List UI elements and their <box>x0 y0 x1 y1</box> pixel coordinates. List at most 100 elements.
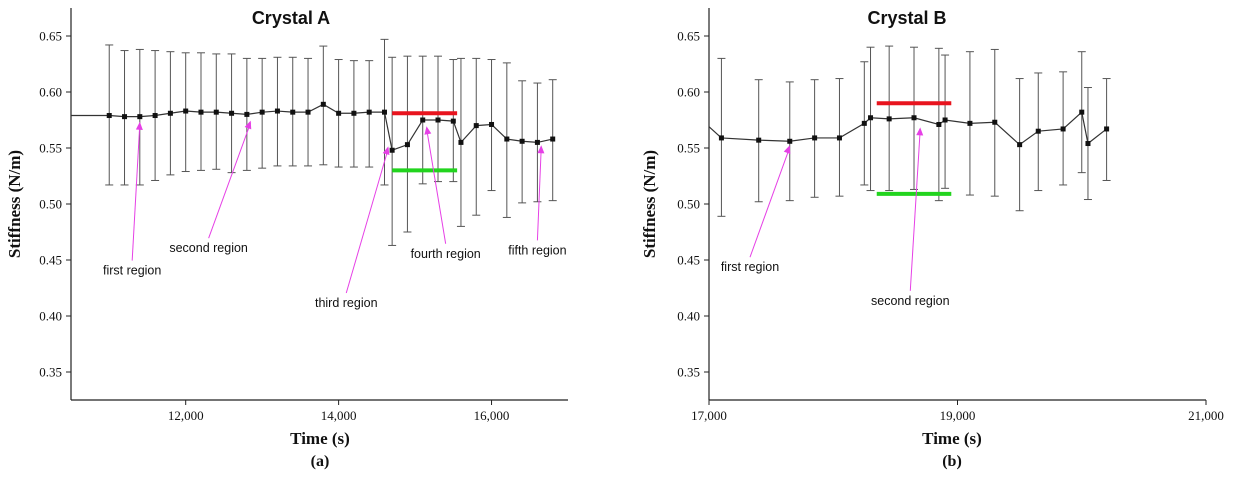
chart0-title: Crystal A <box>252 8 330 28</box>
chart1-point-17 <box>1085 141 1091 147</box>
chart1-annot-arrow-1 <box>909 129 921 291</box>
chart0-point-12 <box>290 109 296 115</box>
chart0-xtick-label-0: 12,000 <box>168 408 204 423</box>
chart0-point-26 <box>489 121 495 127</box>
chart0-point-8 <box>229 110 235 116</box>
chart1-point-11 <box>967 120 973 126</box>
chart1-series-line <box>708 111 1107 146</box>
chart1-point-1 <box>756 137 762 143</box>
chart1-point-15 <box>1060 126 1066 132</box>
chart1-ytick-label-1: 0.40 <box>677 309 700 324</box>
chart0-annot-arrow-1 <box>208 122 252 239</box>
chart1-point-12 <box>992 119 998 125</box>
chart1-ytick-label-5: 0.60 <box>677 85 700 100</box>
chart1-point-18 <box>1104 126 1110 132</box>
chart0-point-7 <box>213 109 219 115</box>
chart0-point-13 <box>305 109 311 115</box>
chart0-ytick-label-1: 0.40 <box>39 309 62 324</box>
chart1-xtick-label-1: 19,000 <box>940 408 976 423</box>
chart0-ylabel: Stiffness (N/m) <box>5 150 24 258</box>
chart0-point-6 <box>198 109 204 115</box>
chart1-title: Crystal B <box>867 8 946 28</box>
chart0-annot-label-1: second region <box>169 241 248 255</box>
chart0-point-15 <box>336 110 342 116</box>
chart0-ytick-label-3: 0.50 <box>39 197 62 212</box>
chart1-xtick-label-0: 17,000 <box>691 408 727 423</box>
chart1-xtick-label-2: 21,000 <box>1188 408 1224 423</box>
chart1-ylabel: Stiffness (N/m) <box>640 150 659 258</box>
chart0-point-10 <box>259 109 265 115</box>
chart0-annot-arrowhead-1 <box>244 120 252 130</box>
chart0-annot-arrowhead-2 <box>382 146 390 156</box>
chart1-point-14 <box>1035 128 1041 134</box>
chart0-point-18 <box>381 109 387 115</box>
chart1-point-8 <box>911 115 917 121</box>
chart1-point-0 <box>718 135 724 141</box>
chart0-ytick-label-4: 0.55 <box>39 141 62 156</box>
chart0-point-14 <box>320 101 326 107</box>
chart0-xlabel: Time (s) <box>290 429 350 448</box>
chart0-point-9 <box>244 111 250 117</box>
chart0-point-27 <box>504 136 510 142</box>
chart0-point-16 <box>351 110 357 116</box>
chart0-annot-arrow-3 <box>426 128 447 244</box>
chart1-point-3 <box>812 135 818 141</box>
chart1-point-7 <box>886 116 892 122</box>
chart1-ytick-label-3: 0.50 <box>677 197 700 212</box>
chart0-ytick-label-2: 0.45 <box>39 253 62 268</box>
chart1-point-4 <box>836 135 842 141</box>
chart0-xtick-label-1: 14,000 <box>321 408 357 423</box>
chart0-point-19 <box>389 147 395 153</box>
chart1-annot-arrowhead-1 <box>916 127 924 136</box>
chart0-annot-arrowhead-0 <box>135 121 143 130</box>
chart0-point-30 <box>550 136 556 142</box>
chart1-point-2 <box>787 138 793 144</box>
chart1-annot-arrowhead-0 <box>783 145 791 154</box>
chart0-point-17 <box>366 109 372 115</box>
chart1-annot-arrow-0 <box>749 147 791 258</box>
chart0-point-24 <box>458 139 464 145</box>
chart0-point-29 <box>534 139 540 145</box>
chart0-point-28 <box>519 138 525 144</box>
chart0-annot-arrow-4 <box>536 147 542 241</box>
chart0-annot-label-4: fifth region <box>508 243 566 257</box>
chart1-point-10 <box>942 117 948 123</box>
chart1-annot-label-0: first region <box>721 260 779 274</box>
chart1-ytick-label-6: 0.65 <box>677 29 700 44</box>
chart0-ytick-label-6: 0.65 <box>39 29 62 44</box>
chart0-point-25 <box>473 123 479 129</box>
chart1-point-9 <box>936 121 942 127</box>
chart1-point-5 <box>861 120 867 126</box>
chart0-annot-arrow-2 <box>345 148 389 294</box>
chart0-point-11 <box>274 108 280 114</box>
chart0-point-22 <box>435 117 441 123</box>
chart1-annot-label-1: second region <box>871 294 950 308</box>
chart0-annot-label-3: fourth region <box>411 247 481 261</box>
chart0-point-2 <box>137 114 143 120</box>
chart1-ytick-label-2: 0.45 <box>677 253 700 268</box>
chart0-annot-arrowhead-4 <box>537 145 545 154</box>
chart0-annot-arrow-0 <box>131 123 141 261</box>
chart1-ytick-label-0: 0.35 <box>677 365 700 380</box>
chart0-series-line <box>71 103 553 152</box>
chart0-annot-label-0: first region <box>103 264 161 278</box>
chart0-ytick-label-0: 0.35 <box>39 365 62 380</box>
chart0-panel-label: (a) <box>311 453 330 470</box>
chart0-point-21 <box>420 117 426 123</box>
chart0-ytick-label-5: 0.60 <box>39 85 62 100</box>
chart1-xlabel: Time (s) <box>922 429 982 448</box>
chart0-annot-arrowhead-3 <box>424 126 432 135</box>
chart0-point-5 <box>183 108 189 114</box>
chart1-point-6 <box>868 115 874 121</box>
chart0-point-3 <box>152 113 158 119</box>
chart0-point-4 <box>167 110 173 116</box>
chart1-point-13 <box>1017 142 1023 148</box>
chart1-ytick-label-4: 0.55 <box>677 141 700 156</box>
chart1-panel-label: (b) <box>942 453 962 470</box>
chart1-point-16 <box>1079 109 1085 115</box>
chart0-point-23 <box>450 118 456 124</box>
chart0-xtick-label-2: 16,000 <box>474 408 510 423</box>
chart0-point-20 <box>404 142 410 148</box>
